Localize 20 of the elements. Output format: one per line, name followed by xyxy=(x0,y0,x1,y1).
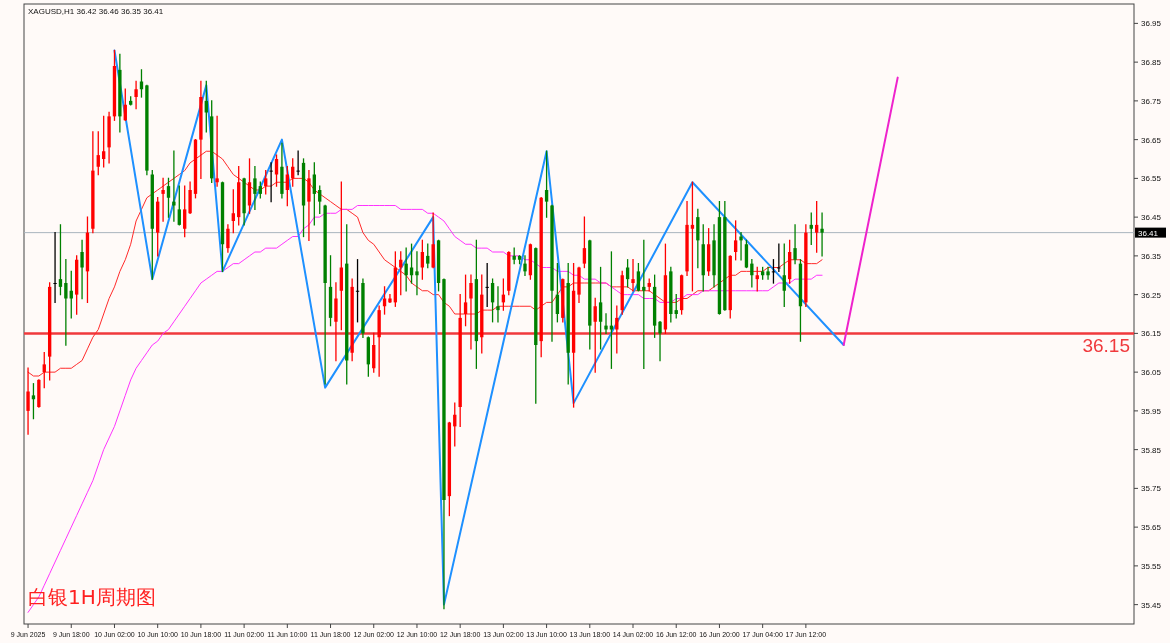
y-tick-label: 36.45 xyxy=(1141,213,1162,223)
y-tick-label: 35.95 xyxy=(1141,406,1162,416)
y-tick-label: 35.45 xyxy=(1141,600,1162,610)
y-tick-label: 35.65 xyxy=(1141,523,1162,533)
y-tick-label: 35.55 xyxy=(1141,561,1162,571)
y-tick-label: 35.85 xyxy=(1141,445,1162,455)
y-tick-label: 36.05 xyxy=(1141,368,1162,378)
ref-line-label: 36.15 xyxy=(1082,335,1130,357)
y-tick-label: 36.35 xyxy=(1141,251,1162,261)
y-tick-label: 36.25 xyxy=(1141,290,1162,300)
chart-title: XAGUSD,H1 36.42 36.46 36.35 36.41 xyxy=(28,7,164,16)
y-tick-label: 36.15 xyxy=(1141,329,1162,339)
ref-line-label: 36.41 xyxy=(1138,228,1159,238)
annotation: 白银1H周期图 xyxy=(28,585,156,609)
y-tick-label: 36.55 xyxy=(1141,174,1162,184)
y-tick-label: 36.85 xyxy=(1141,58,1162,68)
y-tick-label: 36.75 xyxy=(1141,96,1162,106)
y-tick-label: 36.65 xyxy=(1141,135,1162,145)
y-tick-label: 36.95 xyxy=(1141,19,1162,29)
y-tick-label: 35.75 xyxy=(1141,484,1162,494)
